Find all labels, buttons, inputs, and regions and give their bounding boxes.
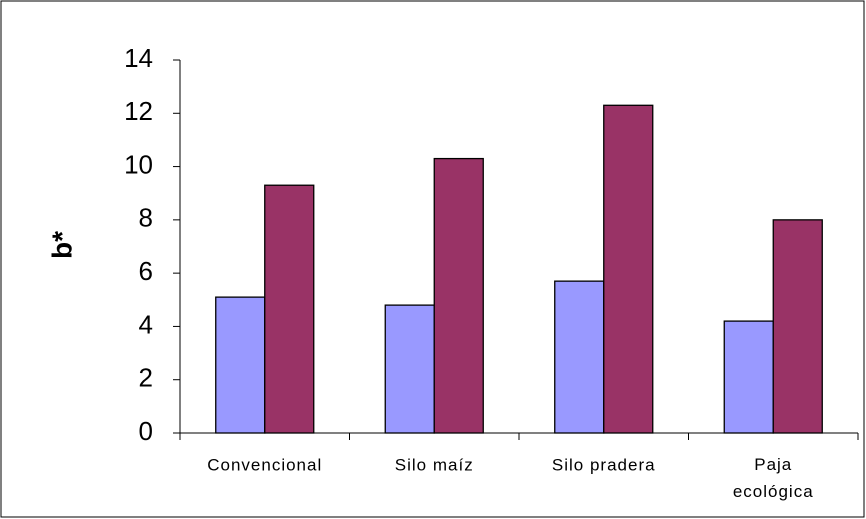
y-tick-label: 12 [124, 96, 153, 126]
x-tick-label: Paja ecológica [733, 455, 814, 501]
x-tick-label: Convencional [207, 455, 322, 474]
y-tick-label: 6 [139, 256, 153, 286]
bar [723, 320, 774, 434]
bar [603, 104, 654, 434]
bar [772, 219, 823, 434]
bar [215, 296, 266, 434]
bar [433, 157, 484, 434]
y-axis-label: b* [46, 231, 77, 259]
y-tick-label: 8 [139, 203, 153, 233]
y-tick-label: 10 [124, 149, 153, 179]
x-tick-label: Silo maíz [395, 455, 474, 474]
y-tick-label: 14 [124, 43, 153, 73]
y-tick-label: 4 [139, 309, 153, 339]
bar [384, 304, 435, 434]
y-tick-label: 2 [139, 363, 153, 393]
x-tick-label: Silo pradera [552, 455, 656, 474]
bar [554, 280, 605, 434]
bar [264, 184, 315, 434]
y-tick-label: 0 [139, 416, 153, 446]
